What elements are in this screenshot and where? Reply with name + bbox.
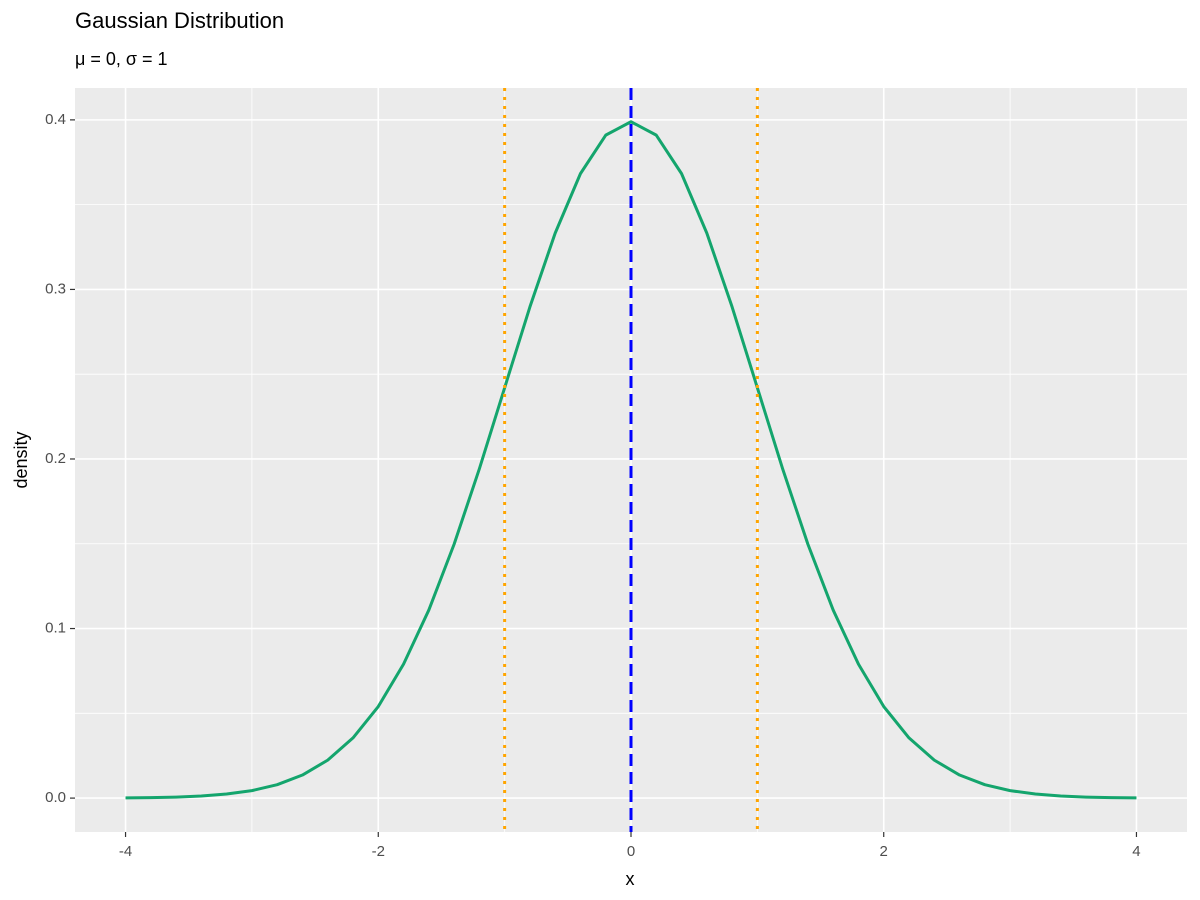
y-tick-label: 0.0 <box>45 789 66 806</box>
x-axis-title: x <box>626 869 635 889</box>
y-tick-label: 0.1 <box>45 620 66 637</box>
y-tick-label: 0.4 <box>45 111 66 128</box>
y-tick-label: 0.3 <box>45 280 66 297</box>
x-tick-label: -4 <box>119 843 132 860</box>
y-tick-label: 0.2 <box>45 450 66 467</box>
x-tick-label: 4 <box>1132 843 1140 860</box>
x-tick-label: 2 <box>880 843 888 860</box>
y-axis-title: density <box>11 431 31 488</box>
chart-title: Gaussian Distribution <box>75 8 284 33</box>
density-curve <box>125 120 1137 800</box>
x-tick-label: 0 <box>627 843 635 860</box>
x-tick-label: -2 <box>372 843 385 860</box>
chart-subtitle: μ = 0, σ = 1 <box>75 49 168 69</box>
